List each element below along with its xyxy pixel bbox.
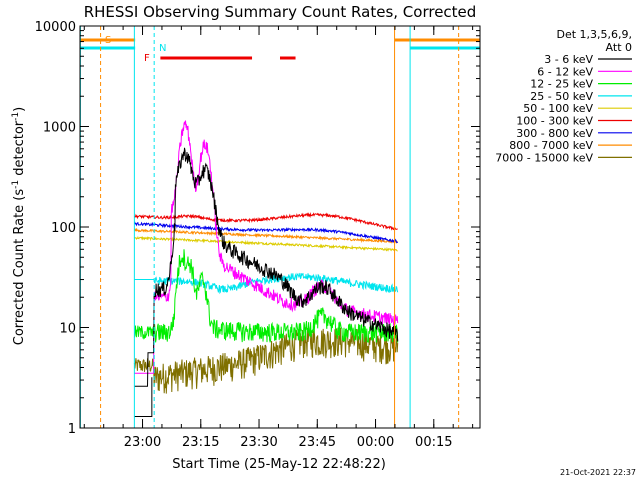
series-line-8 [133, 327, 399, 394]
x-tick-label: 23:00 [124, 435, 161, 450]
series-line-7 [133, 227, 399, 245]
series-line-1 [134, 120, 399, 374]
black-onset-step [134, 377, 153, 418]
series-line-2 [133, 249, 399, 344]
flag-label-f: F [144, 53, 150, 64]
legend-label-6: 300 - 800 keV [516, 127, 593, 140]
legend-label-7: 800 - 7000 keV [509, 139, 593, 152]
series-line-4 [133, 235, 398, 252]
footer-date: 21-Oct-2021 22:37 [560, 468, 636, 477]
plot-area: S NF [79, 26, 480, 428]
chart-title: RHESSI Observing Summary Count Rates, Co… [84, 3, 477, 21]
series-line-3 [134, 272, 399, 295]
x-axis-label: Start Time (25-May-12 22:48:22) [172, 457, 386, 472]
legend-label-1: 6 - 12 keV [537, 65, 593, 78]
series-line-0 [134, 147, 399, 387]
legend-label-8: 7000 - 15000 keV [495, 151, 593, 164]
flag-label-s: S [105, 35, 111, 46]
legend-label-4: 50 - 100 keV [523, 102, 593, 115]
x-tick-label: 00:15 [415, 435, 452, 450]
x-tick-label: 23:45 [299, 435, 336, 450]
series-line-6 [133, 221, 399, 244]
y-tick-label: 100 [51, 221, 76, 236]
y-tick-label: 1000 [43, 121, 76, 136]
legend-header-2: Att 0 [606, 41, 632, 54]
legend-label-2: 12 - 25 keV [530, 78, 593, 91]
legend-label-3: 25 - 50 keV [530, 90, 593, 103]
x-tick-label: 00:00 [357, 435, 394, 450]
x-tick-label: 23:30 [240, 435, 277, 450]
series-line-5 [133, 212, 398, 231]
legend-label-5: 100 - 300 keV [516, 115, 593, 128]
y-tick-label: 10 [59, 322, 76, 337]
legend-label-0: 3 - 6 keV [544, 53, 593, 66]
x-tick-label: 23:15 [182, 435, 219, 450]
legend-header-1: Det 1,3,5,6,9, [556, 28, 632, 41]
y-tick-label: 1 [68, 422, 76, 437]
flag-label-n: N [159, 43, 166, 54]
y-tick-label: 10000 [35, 20, 76, 35]
y-axis-label: Corrected Count Rate (s-1 detector-1) [11, 107, 27, 345]
axes: 1 10 100 1000 10000 23:00 23:15 23:30 23:45 00:00… [35, 20, 481, 450]
